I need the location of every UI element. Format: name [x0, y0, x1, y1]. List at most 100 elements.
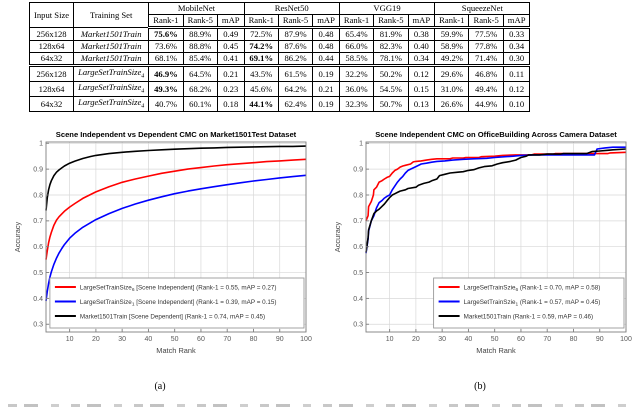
cell-metric: 46.9% — [148, 64, 184, 83]
cell-metric: 58.5% — [338, 52, 375, 67]
legend-entry: LargeSetTrainSzie6 (Rank-1 = 0.70, mAP =… — [464, 284, 601, 293]
cell-metric: 32.2% — [338, 64, 375, 83]
cmc-chart-a: 10 20 30 40 50 60 70 80 90 100 0.3 0.4 0.5 0.6 0.7 0.8 0… — [10, 128, 316, 374]
x-tick-label: 100 — [300, 336, 312, 343]
cmc-chart-b: 10 20 30 40 50 60 70 80 90 100 0.3 0.4 0.5 0.6 0.7 0.8 0… — [330, 128, 636, 374]
y-tick-label: 0.8 — [33, 192, 43, 199]
table-subheader: Rank-5 — [468, 14, 504, 30]
caption-a: (a) — [154, 381, 166, 392]
x-tick-label: 60 — [517, 336, 525, 343]
charts-row: 10 20 30 40 50 60 70 80 90 100 0.3 0.4 0.5 0.6 0.7 0.8 0… — [0, 128, 640, 374]
caption-b: (b) — [474, 381, 486, 392]
y-tick-label: 0.5 — [353, 270, 363, 277]
x-axis-label: Match Rank — [156, 346, 196, 355]
x-tick-label: 30 — [118, 336, 126, 343]
cell-metric: 86.2% — [277, 52, 314, 67]
cell-metric: 50.7% — [373, 96, 409, 113]
cell-metric: 0.12 — [502, 81, 531, 98]
cell-metric: 60.1% — [182, 96, 218, 113]
x-tick-label: 90 — [596, 336, 604, 343]
x-tick-label: 10 — [386, 336, 394, 343]
cell-metric: 45.6% — [243, 81, 279, 98]
cmc-chart-b-svg: 10 20 30 40 50 60 70 80 90 100 0.3 0.4 0.5 0.6 0.7 0.8 0… — [333, 130, 632, 355]
cell-input-size: 256x128 — [28, 64, 75, 83]
table-subheader: Rank-1 — [434, 14, 470, 30]
cell-metric: 87.6% — [277, 40, 314, 54]
table-header-network: VGG19 — [338, 1, 436, 16]
cell-metric: 0.40 — [407, 40, 436, 54]
cell-metric: 61.5% — [277, 64, 314, 83]
cell-input-size: 128x64 — [28, 40, 75, 54]
x-tick-label: 30 — [438, 336, 446, 343]
cell-metric: 0.45 — [216, 40, 245, 54]
y-tick-label: 0.3 — [353, 322, 363, 329]
x-tick-label: 10 — [66, 336, 74, 343]
cell-input-size: 256x128 — [28, 27, 75, 42]
cell-metric: 36.0% — [338, 81, 375, 98]
cell-metric: 85.4% — [182, 52, 218, 67]
x-tick-label: 40 — [465, 336, 473, 343]
table-subheader: mAP — [216, 14, 245, 30]
cell-metric: 54.5% — [373, 81, 409, 98]
x-tick-label: 40 — [145, 336, 153, 343]
cell-metric: 65.4% — [338, 27, 375, 42]
cell-metric: 44.9% — [468, 96, 504, 113]
table-header-training-set: Training Set — [73, 1, 150, 29]
y-tick-label: 1 — [39, 141, 43, 148]
cell-training-set: LargeSetTrainSize4 — [73, 96, 150, 113]
cell-metric: 0.38 — [407, 27, 436, 42]
table-row: 64x32 LargeSetTrainSize4 40.7% 60.1% 0.18 44.… — [28, 96, 531, 113]
cell-metric: 0.30 — [502, 52, 531, 67]
cell-metric: 71.4% — [468, 52, 504, 67]
cell-metric: 0.12 — [407, 64, 436, 83]
cell-metric: 46.8% — [468, 64, 504, 83]
results-table: Input Size Training Set MobileNet ResNet50 V… — [28, 1, 531, 113]
cmc-curve — [365, 151, 627, 222]
cell-metric: 0.10 — [502, 96, 531, 113]
cell-metric: 0.23 — [216, 81, 245, 98]
table-row: 256x128 Market1501Train 75.6% 88.9% 0.49 72.5… — [28, 27, 531, 42]
cell-metric: 59.9% — [434, 27, 470, 42]
cell-metric: 49.2% — [434, 52, 470, 67]
cmc-curve — [45, 145, 307, 211]
x-tick-label: 50 — [171, 336, 179, 343]
cmc-curve — [45, 158, 307, 260]
x-tick-label: 90 — [276, 336, 284, 343]
x-axis-label: Match Rank — [476, 346, 516, 355]
cell-metric: 77.8% — [468, 40, 504, 54]
cell-metric: 75.6% — [148, 27, 184, 42]
cell-metric: 0.41 — [216, 52, 245, 67]
cell-metric: 74.2% — [243, 40, 279, 54]
cell-metric: 29.6% — [434, 64, 470, 83]
cell-metric: 62.4% — [277, 96, 314, 113]
cell-metric: 40.7% — [148, 96, 184, 113]
table-header-network: ResNet50 — [243, 1, 340, 16]
cell-training-set: Market1501Train — [73, 40, 150, 54]
cell-metric: 0.11 — [502, 64, 531, 83]
table-subheader: Rank-1 — [338, 14, 375, 30]
cell-metric: 81.9% — [373, 27, 409, 42]
cell-metric: 78.1% — [373, 52, 409, 67]
cmc-curve — [365, 146, 626, 254]
cell-metric: 68.1% — [148, 52, 184, 67]
table-subheader: Rank-5 — [182, 14, 218, 30]
cell-metric: 49.4% — [468, 81, 504, 98]
cell-metric: 44.1% — [243, 96, 279, 113]
legend-box — [433, 277, 625, 329]
table-row: 128x64 LargeSetTrainSize4 49.3% 68.2% 0.23 45… — [28, 81, 531, 98]
y-tick-label: 1 — [359, 141, 363, 148]
x-tick-label: 50 — [491, 336, 499, 343]
cell-input-size: 64x32 — [28, 52, 75, 67]
cell-metric: 0.44 — [312, 52, 340, 67]
cell-metric: 50.2% — [373, 64, 409, 83]
y-tick-label: 0.9 — [353, 167, 363, 174]
cmc-curve — [365, 148, 627, 253]
cell-metric: 49.3% — [148, 81, 184, 98]
cell-metric: 0.34 — [502, 40, 531, 54]
x-tick-label: 80 — [570, 336, 578, 343]
y-axis-label: Accuracy — [13, 222, 22, 253]
cell-training-set: LargeSetTrainSize4 — [73, 64, 150, 83]
cell-metric: 0.48 — [312, 40, 340, 54]
table-header-network: MobileNet — [148, 1, 245, 16]
y-tick-label: 0.9 — [33, 167, 43, 174]
